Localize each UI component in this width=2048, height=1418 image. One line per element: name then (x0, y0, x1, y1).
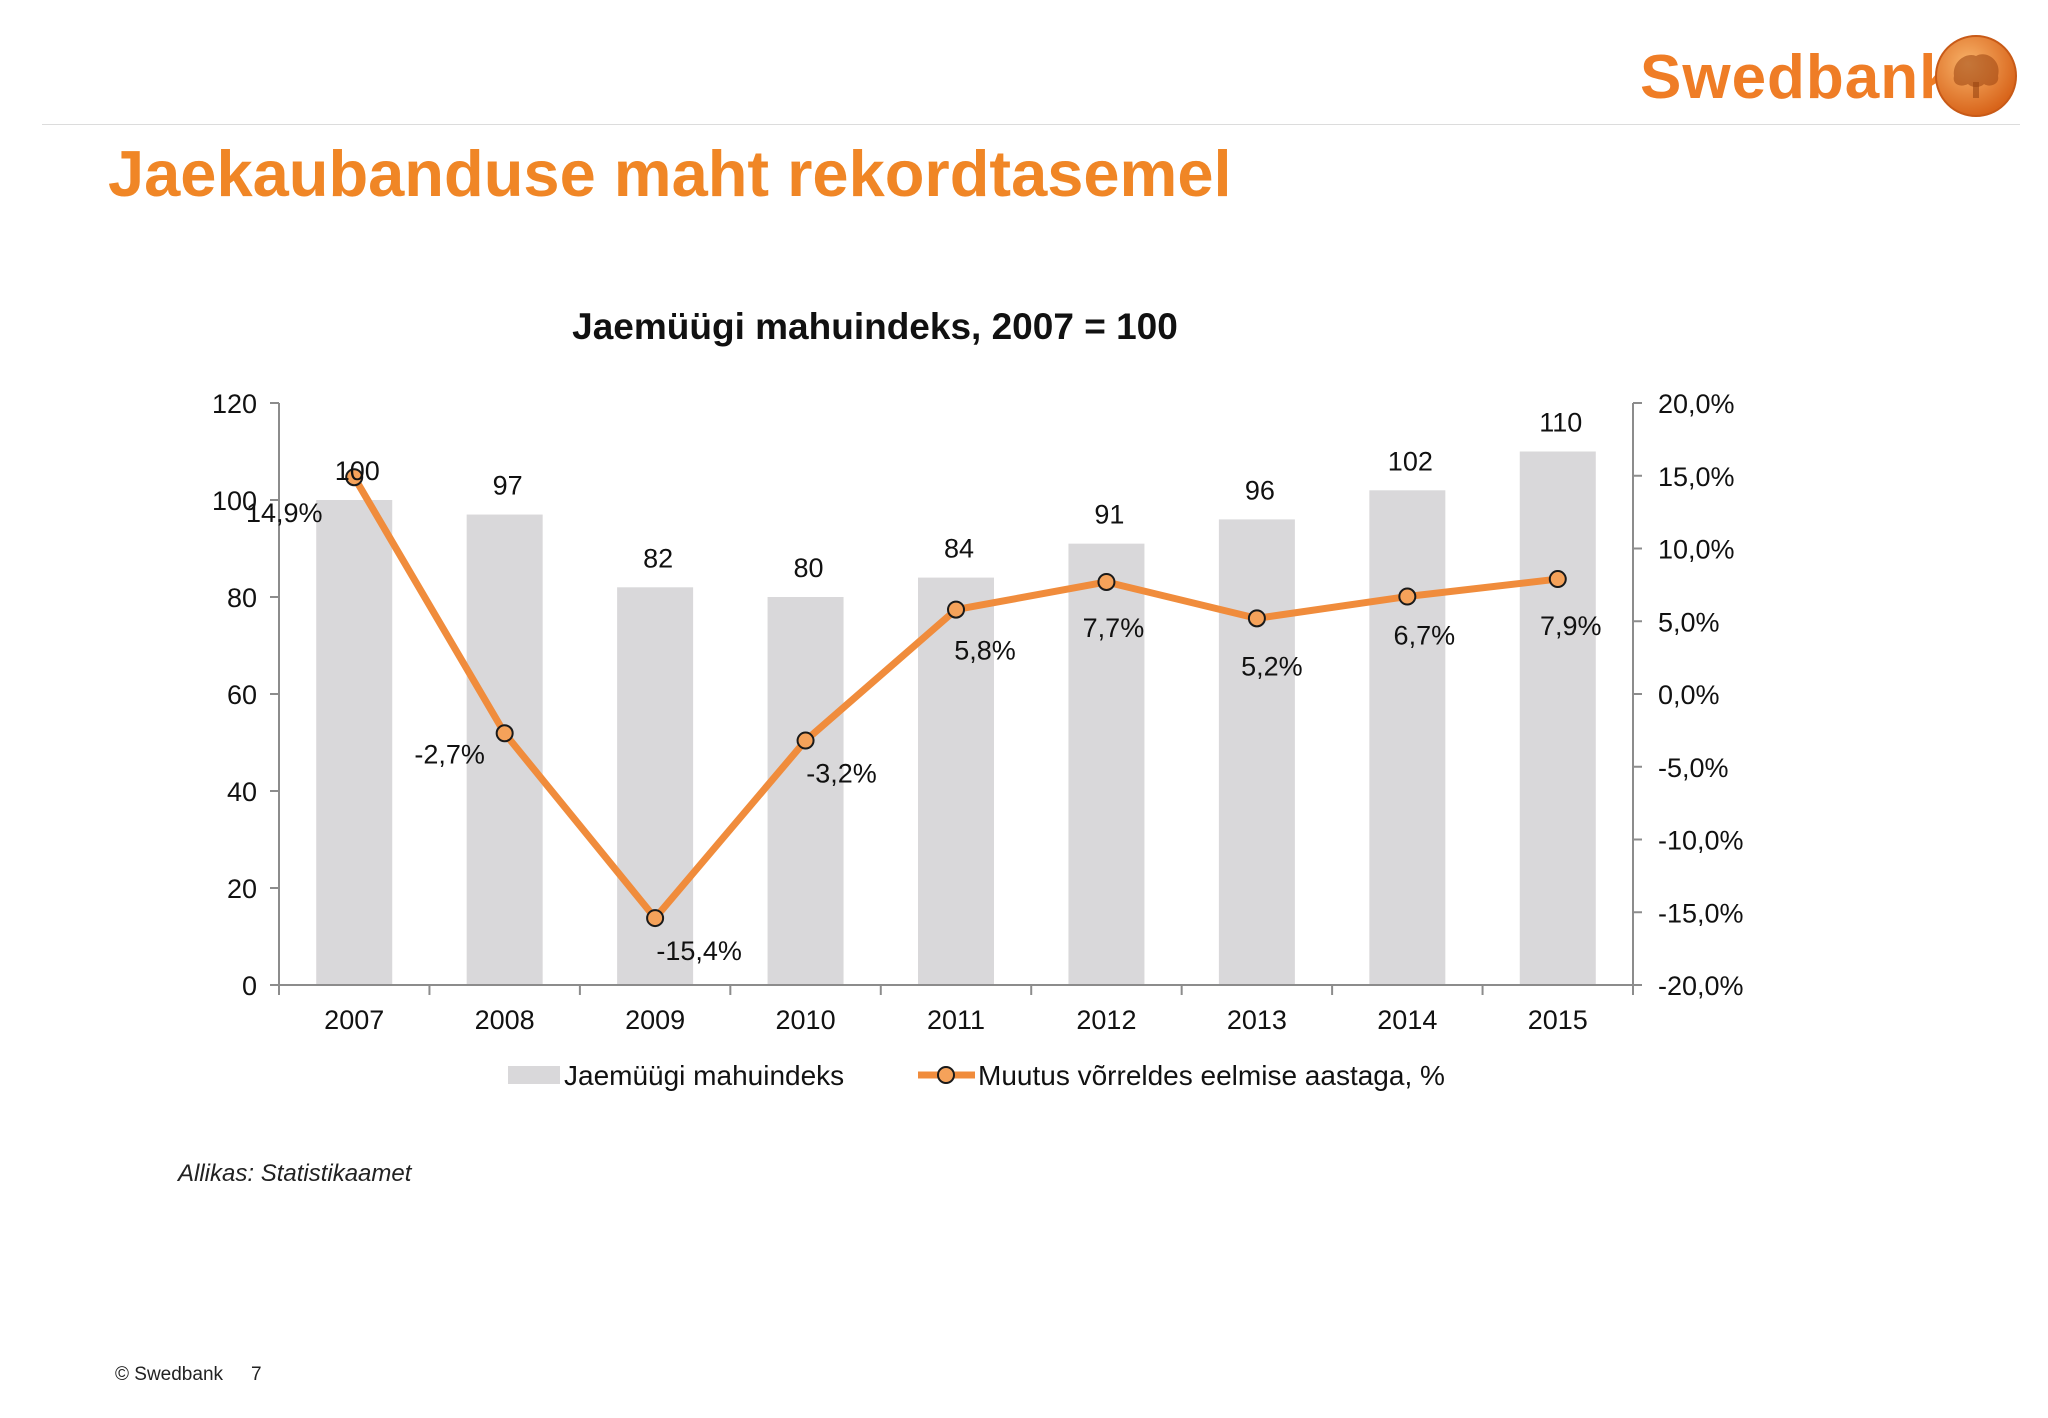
right-tick-label: -5,0% (1658, 753, 1729, 783)
line-value-label: 7,9% (1540, 611, 1602, 641)
left-tick-label: 0 (242, 971, 257, 1001)
x-tick-label: 2011 (927, 1005, 985, 1035)
line-value-label: -3,2% (806, 759, 877, 789)
copyright-text: © Swedbank (115, 1364, 224, 1385)
header-divider (42, 124, 2020, 125)
bar-2011 (918, 577, 994, 985)
bar-value-label: 82 (643, 543, 673, 573)
chart-title: Jaemüügi mahuindeks, 2007 = 100 (572, 306, 1178, 347)
line-value-label: 14,9% (246, 498, 323, 528)
change-point-2011 (947, 600, 965, 619)
right-tick-label: -15,0% (1658, 898, 1744, 928)
x-tick-label: 2009 (625, 1005, 685, 1035)
x-tick-label: 2012 (1076, 1005, 1136, 1035)
line-value-label: -2,7% (414, 739, 485, 769)
bar-value-label: 96 (1245, 475, 1275, 505)
page-number: 7 (251, 1364, 262, 1385)
left-tick-label: 20 (227, 874, 257, 904)
slide-title: Jaekaubanduse maht rekordtasemel (108, 137, 1232, 210)
bar-value-label: 91 (1094, 500, 1124, 530)
line-value-label: 5,2% (1241, 651, 1303, 681)
x-tick-label: 2014 (1377, 1005, 1437, 1035)
bar-value-label: 80 (794, 553, 824, 583)
left-tick-label: 80 (227, 583, 257, 613)
brand-logo-text: Swedbank (1640, 43, 1955, 112)
left-tick-label: 120 (212, 389, 257, 419)
bar-value-label: 110 (1539, 408, 1582, 438)
line-value-label: 7,7% (1083, 613, 1145, 643)
right-tick-label: 15,0% (1658, 462, 1735, 492)
legend-line-label: Muutus võrreldes eelmise aastaga, % (978, 1060, 1445, 1091)
bar-2007 (316, 500, 393, 985)
x-tick-label: 2010 (776, 1005, 836, 1035)
bar-2014 (1369, 490, 1446, 985)
legend-bar-label: Jaemüügi mahuindeks (564, 1060, 844, 1091)
x-tick-label: 2015 (1528, 1005, 1588, 1035)
legend-bar-swatch (508, 1066, 560, 1084)
change-point-2008 (495, 724, 514, 743)
right-tick-label: 5,0% (1658, 607, 1720, 637)
change-point-2009 (646, 909, 665, 928)
footer: © Swedbank 7 (115, 1364, 262, 1386)
legend-line-marker (937, 1066, 955, 1084)
x-tick-label: 2013 (1227, 1005, 1287, 1035)
right-tick-label: 20,0% (1658, 389, 1735, 419)
bar-2012 (1068, 543, 1145, 985)
change-point-2015 (1548, 570, 1567, 589)
bar-2013 (1218, 519, 1295, 985)
right-tick-label: 0,0% (1658, 680, 1720, 710)
line-value-label: 5,8% (954, 636, 1016, 666)
change-point-2007 (345, 468, 364, 487)
right-tick-label: -10,0% (1658, 826, 1744, 856)
bar-2008 (466, 514, 543, 985)
change-point-2010 (796, 731, 815, 750)
right-tick-label: -20,0% (1658, 971, 1744, 1001)
line-value-label: -15,4% (656, 936, 742, 966)
x-tick-label: 2008 (475, 1005, 535, 1035)
oak-tree-emblem-icon (1935, 35, 2017, 117)
bar-value-label: 102 (1388, 446, 1433, 476)
bar-value-label: 100 (335, 456, 380, 486)
left-tick-label: 40 (227, 777, 257, 807)
left-tick-label: 60 (227, 680, 257, 710)
x-tick-label: 2007 (324, 1005, 384, 1035)
change-point-2014 (1398, 587, 1417, 606)
bar-value-label: 84 (944, 534, 974, 564)
left-tick-label: 100 (212, 486, 257, 516)
source-note: Allikas: Statistikaamet (178, 1160, 412, 1187)
bar-value-label: 97 (493, 471, 523, 501)
right-tick-label: 10,0% (1658, 535, 1735, 565)
change-point-2012 (1097, 572, 1116, 591)
line-value-label: 6,7% (1394, 621, 1456, 651)
change-point-2013 (1247, 609, 1266, 628)
bar-2015 (1519, 451, 1596, 985)
bar-2010 (767, 597, 844, 985)
